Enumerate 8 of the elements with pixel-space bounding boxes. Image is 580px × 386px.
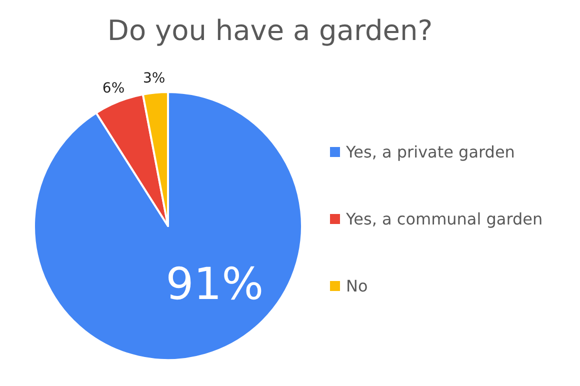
data-label: 3% [142, 70, 166, 87]
data-label: 91% [166, 258, 264, 310]
legend-label: Yes, a private garden [345, 142, 515, 162]
legend-label: Yes, a communal garden [345, 210, 543, 228]
data-label: 6% [102, 80, 125, 96]
chart-title: Do you have a garden? [107, 14, 433, 47]
pie-slice [33, 91, 303, 361]
legend-label: No [346, 276, 368, 296]
